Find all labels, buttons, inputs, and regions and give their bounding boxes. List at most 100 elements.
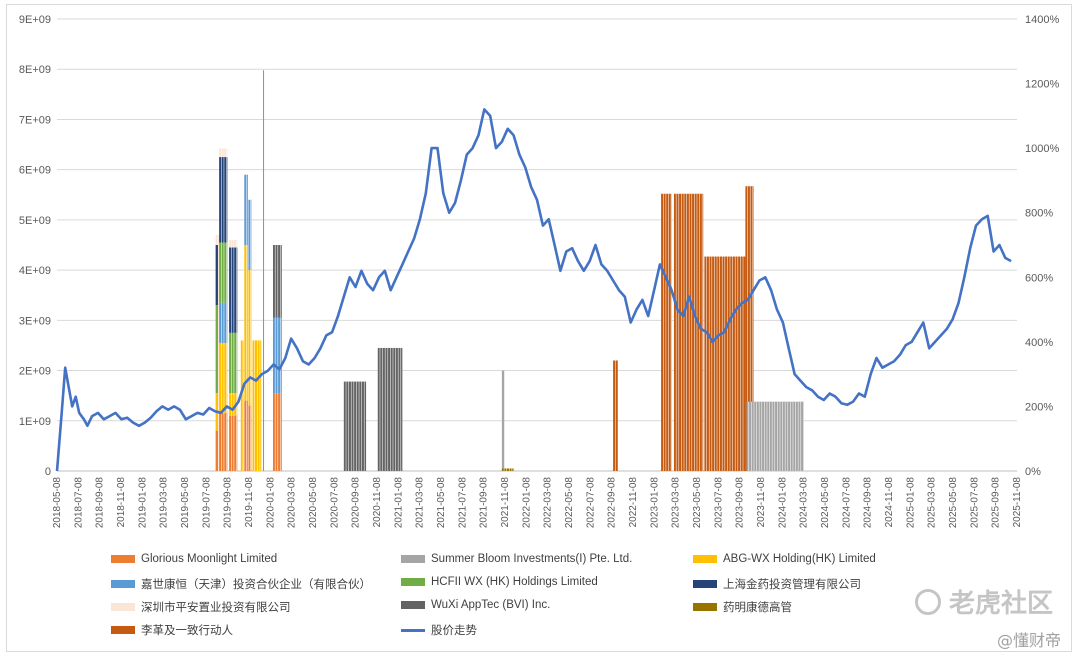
bar [501,370,505,471]
bar [745,186,754,472]
legend-label: 股价走势 [431,625,477,637]
x-tick-label: 2018-05-08 [52,477,63,529]
x-tick-label: 2022-01-08 [521,477,532,529]
x-tick-label: 2019-05-08 [180,477,191,529]
legend-item: 深圳市平安置业投资有限公司 [111,599,291,615]
bar [229,239,238,248]
tiger-watermark-text: 老虎社区 [949,589,1054,619]
y-right-tick-label: 800% [1025,208,1053,220]
x-tick-label: 2021-05-08 [436,477,447,529]
y-left-tick-label: 0 [45,466,51,478]
x-tick-label: 2023-11-08 [756,477,767,528]
x-tick-label: 2025-07-08 [969,477,980,529]
bar [673,193,704,472]
bar [343,381,367,471]
legend-item: WuXi AppTec (BVI) Inc. [401,599,550,611]
bar [263,70,265,471]
y-left-tick-label: 3E+09 [19,315,51,327]
x-tick-label: 2025-09-08 [991,477,1002,529]
x-tick-label: 2020-01-08 [265,477,276,529]
x-tick-label: 2019-11-08 [244,477,255,528]
bar [244,245,248,401]
legend-label: 深圳市平安置业投资有限公司 [141,602,291,614]
x-tick-label: 2018-07-08 [73,477,84,529]
legend-item: 股价走势 [401,622,477,638]
x-tick-label: 2023-03-08 [671,477,682,529]
legend-swatch [111,580,135,588]
legend-swatch [401,578,425,586]
bar [215,430,218,471]
y-left-tick-label: 1E+09 [19,416,51,428]
y-right-tick-label: 400% [1025,337,1053,349]
bar [273,317,282,394]
bar [219,302,228,343]
bar [215,245,218,306]
legend-swatch [111,626,135,634]
x-tick-label: 2025-01-08 [905,477,916,529]
bar [229,247,238,333]
x-tick-label: 2023-01-08 [649,477,660,529]
x-tick-label: 2024-01-08 [777,477,788,529]
legend-swatch [111,555,135,563]
y-right-tick-label: 1400% [1025,14,1059,26]
bar [229,332,238,394]
bar [746,401,804,471]
x-tick-label: 2018-11-08 [116,477,127,528]
legend-swatch [693,555,717,563]
legend-swatch [401,628,425,632]
x-tick-label: 2022-07-08 [585,477,596,529]
legend-label: 李革及一致行动人 [141,625,233,637]
y-left-tick-label: 2E+09 [19,366,51,378]
y-right-tick-label: 600% [1025,272,1053,284]
bar [661,193,672,472]
legend-item: Glorious Moonlight Limited [111,553,277,565]
legend-swatch [111,603,135,611]
y-right-tick-label: 1000% [1025,143,1059,155]
legend-swatch [401,601,425,609]
x-tick-label: 2024-05-08 [820,477,831,529]
x-tick-label: 2021-03-08 [415,477,426,529]
x-tick-label: 2024-11-08 [884,477,895,528]
author-watermark: @懂财帝 [997,631,1062,650]
y-right-tick-label: 0% [1025,466,1041,478]
x-tick-label: 2019-01-08 [137,477,148,529]
x-tick-label: 2024-09-08 [863,477,874,529]
y-left-tick-label: 8E+09 [19,64,51,76]
x-tick-label: 2020-07-08 [329,477,340,529]
legend-label: WuXi AppTec (BVI) Inc. [431,599,551,611]
chart-svg: 0 1E+09 2E+09 3E+09 4E+09 5E+09 6E+09 7E+09 8E+0… [19,14,1060,529]
bar [248,270,252,406]
y-left-tick-label: 9E+09 [19,14,51,26]
legend-label: 嘉世康恒（天津）投资合伙企业（有限合伙） [141,579,371,591]
bar [273,393,282,471]
legend-label: HCFII WX (HK) Holdings Limited [431,576,598,588]
bar [215,305,218,394]
x-tick-label: 2018-09-08 [95,477,106,529]
bar [248,199,252,271]
x-tick-label: 2025-05-08 [948,477,959,529]
legend-label: Summer Bloom Investments(I) Pte. Ltd. [431,553,633,565]
x-tick-label: 2024-03-08 [799,477,810,529]
bar [244,174,248,245]
legend-swatch [693,603,717,611]
x-tick-label: 2024-07-08 [841,477,852,529]
x-tick-label: 2020-09-08 [351,477,362,529]
tiger-community-watermark: 老虎社区 [915,583,1053,620]
legend-label: ABG-WX Holding(HK) Limited [723,553,876,565]
bar [219,242,228,303]
y-right-tick-label: 1200% [1025,79,1059,91]
legend-swatch [693,580,717,588]
legend-label: 药明康德高管 [723,602,792,614]
legend-label: Glorious Moonlight Limited [141,553,278,565]
x-tick-label: 2021-11-08 [500,477,511,528]
x-tick-label: 2020-03-08 [287,477,298,529]
x-tick-label: 2023-09-08 [735,477,746,529]
x-tick-label: 2023-05-08 [692,477,703,529]
x-tick-label: 2021-01-08 [393,477,404,529]
chart-frame: 0 1E+09 2E+09 3E+09 4E+09 5E+09 6E+09 7E+09 8E+0… [6,4,1072,652]
legend-item: 药明康德高管 [693,599,792,615]
x-tick-label: 2022-05-08 [564,477,575,529]
x-tick-label: 2020-05-08 [308,477,319,529]
y-left-tick-label: 6E+09 [19,165,51,177]
x-tick-label: 2022-11-08 [628,477,639,528]
